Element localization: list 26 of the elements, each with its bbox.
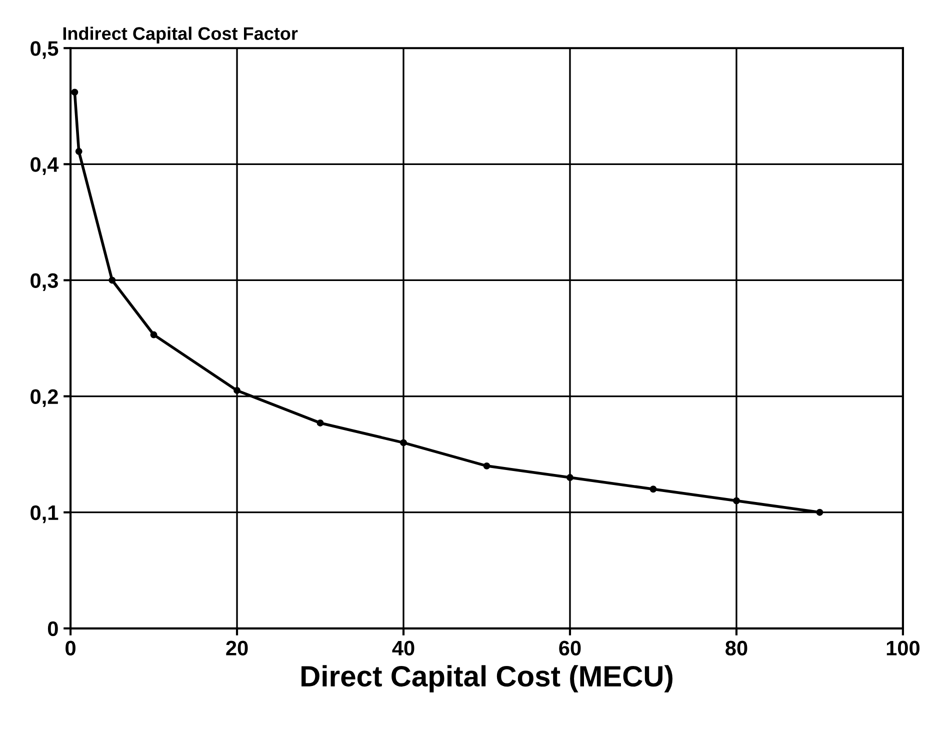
point (483, 462, 490, 470)
x-tick-label: 0 (66, 640, 76, 656)
point (400, 439, 407, 446)
point (75, 148, 82, 155)
point (566, 474, 574, 481)
point (732, 497, 740, 504)
point (150, 331, 158, 338)
point (108, 276, 116, 284)
x-tick-label: 80 (726, 640, 748, 656)
point (234, 387, 240, 394)
x-tick-label: 60 (559, 640, 581, 656)
chart-title: Indirect Capital Cost Factor (63, 26, 298, 44)
x-tick-label: 40 (392, 640, 414, 656)
y-tick-label: 0,3 (30, 273, 58, 291)
y-tick-label: 0,4 (30, 157, 59, 175)
point (316, 420, 324, 426)
x-tick-label: 20 (226, 640, 248, 656)
x-axis-title: Direct Capital Cost (MECU) (302, 665, 672, 692)
y-tick-label: 0,2 (30, 389, 58, 408)
y-tick-label: 0,5 (30, 41, 58, 59)
point (650, 486, 657, 493)
y-tick-label: 0 (48, 621, 58, 636)
x-tick-label: 100 (886, 640, 920, 656)
point (816, 508, 824, 516)
point (71, 88, 78, 96)
y-tick-label: 0,1 (30, 505, 58, 524)
